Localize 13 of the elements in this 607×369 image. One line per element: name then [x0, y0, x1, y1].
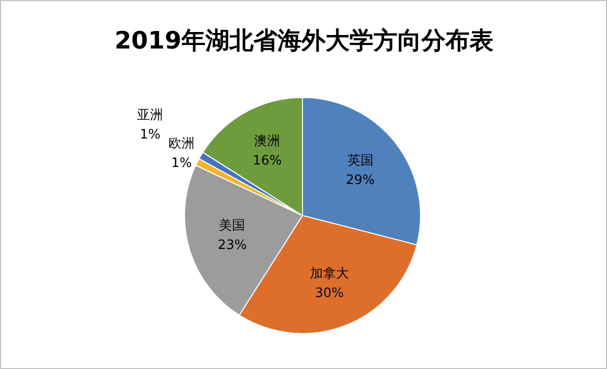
- slice-label: 亚洲: [137, 108, 164, 124]
- chart-title: 2019年湖北省海外大学方向分布表: [114, 26, 494, 54]
- slice-label: 英国: [347, 153, 374, 168]
- slice-label: 加拿大: [310, 266, 349, 282]
- slice-label: 美国: [219, 218, 246, 234]
- data-label: 29%: [346, 172, 375, 188]
- slice-label: 澳洲: [254, 134, 280, 150]
- data-label: 23%: [218, 238, 247, 254]
- data-label: 1%: [140, 128, 160, 143]
- data-label: 30%: [314, 286, 344, 301]
- data-label: 16%: [252, 154, 282, 169]
- slice-label: 欧洲: [168, 136, 195, 152]
- data-label: 1%: [171, 156, 192, 172]
